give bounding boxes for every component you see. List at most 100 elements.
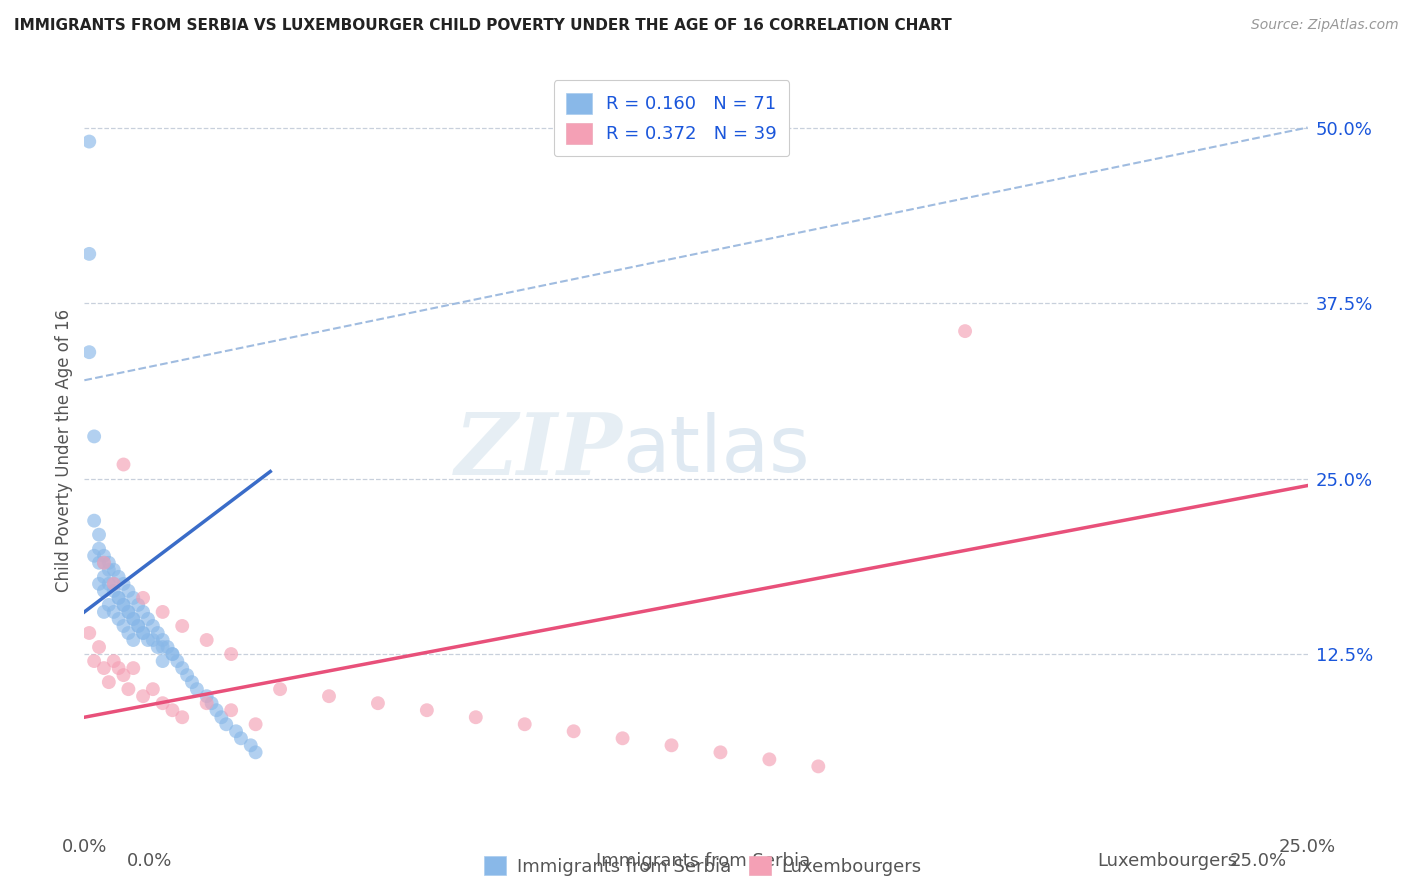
Point	[132, 626, 155, 640]
Point	[117, 583, 139, 598]
Point	[112, 577, 135, 591]
Point	[205, 703, 228, 717]
Point	[200, 696, 222, 710]
Text: 0.0%: 0.0%	[127, 852, 172, 870]
Point	[97, 598, 120, 612]
Point	[953, 324, 976, 338]
Point	[87, 577, 110, 591]
Point	[136, 633, 159, 648]
Point	[112, 458, 135, 472]
Point	[117, 682, 139, 697]
Point	[93, 556, 115, 570]
Legend: Immigrants from Serbia, Luxembourgers: Immigrants from Serbia, Luxembourgers	[477, 849, 929, 883]
Point	[87, 640, 110, 654]
Text: ZIP: ZIP	[454, 409, 623, 492]
Point	[93, 661, 115, 675]
Text: 25.0%: 25.0%	[1229, 852, 1286, 870]
Point	[562, 724, 585, 739]
Point	[87, 541, 110, 556]
Point	[122, 591, 145, 605]
Point	[132, 626, 155, 640]
Point	[215, 717, 238, 731]
Point	[132, 689, 155, 703]
Point	[77, 626, 100, 640]
Point	[195, 633, 218, 648]
Point	[176, 668, 198, 682]
Point	[127, 619, 149, 633]
Point	[122, 633, 145, 648]
Point	[152, 654, 174, 668]
Text: atlas: atlas	[623, 412, 810, 489]
Point	[77, 345, 100, 359]
Point	[93, 605, 115, 619]
Point	[93, 583, 115, 598]
Point	[152, 633, 174, 648]
Point	[172, 619, 194, 633]
Point	[172, 710, 194, 724]
Point	[127, 619, 149, 633]
Point	[225, 724, 247, 739]
Point	[162, 703, 184, 717]
Point	[87, 556, 110, 570]
Point	[103, 577, 125, 591]
Point	[186, 682, 208, 697]
Point	[97, 556, 120, 570]
Point	[83, 514, 105, 528]
Point	[107, 612, 129, 626]
Point	[132, 591, 155, 605]
Point	[127, 598, 149, 612]
Y-axis label: Child Poverty Under the Age of 16: Child Poverty Under the Age of 16	[55, 309, 73, 592]
Point	[219, 703, 242, 717]
Point	[166, 654, 188, 668]
Point	[318, 689, 340, 703]
Point	[103, 563, 125, 577]
Point	[195, 689, 218, 703]
Point	[152, 696, 174, 710]
Point	[107, 591, 129, 605]
Point	[807, 759, 830, 773]
Point	[219, 647, 242, 661]
Point	[93, 556, 115, 570]
Point	[162, 647, 184, 661]
Text: Immigrants from Serbia: Immigrants from Serbia	[596, 852, 810, 870]
Point	[269, 682, 291, 697]
Point	[367, 696, 389, 710]
Point	[83, 654, 105, 668]
Point	[77, 135, 100, 149]
Point	[142, 633, 165, 648]
Point	[122, 612, 145, 626]
Point	[97, 675, 120, 690]
Point	[209, 710, 232, 724]
Point	[152, 640, 174, 654]
Point	[612, 731, 634, 746]
Point	[103, 583, 125, 598]
Point	[122, 612, 145, 626]
Point	[112, 668, 135, 682]
Point	[103, 605, 125, 619]
Point	[245, 717, 267, 731]
Point	[142, 682, 165, 697]
Text: Source: ZipAtlas.com: Source: ZipAtlas.com	[1251, 18, 1399, 32]
Point	[117, 605, 139, 619]
Point	[107, 661, 129, 675]
Point	[93, 549, 115, 563]
Point	[97, 577, 120, 591]
Point	[152, 605, 174, 619]
Legend: R = 0.160   N = 71, R = 0.372   N = 39: R = 0.160 N = 71, R = 0.372 N = 39	[554, 80, 789, 156]
Point	[172, 661, 194, 675]
Point	[112, 598, 135, 612]
Point	[107, 570, 129, 584]
Point	[77, 247, 100, 261]
Point	[117, 626, 139, 640]
Text: IMMIGRANTS FROM SERBIA VS LUXEMBOURGER CHILD POVERTY UNDER THE AGE OF 16 CORRELA: IMMIGRANTS FROM SERBIA VS LUXEMBOURGER C…	[14, 18, 952, 33]
Point	[181, 675, 204, 690]
Point	[156, 640, 179, 654]
Point	[132, 605, 155, 619]
Point	[122, 661, 145, 675]
Point	[136, 612, 159, 626]
Point	[661, 739, 683, 753]
Point	[229, 731, 252, 746]
Point	[146, 640, 169, 654]
Point	[758, 752, 780, 766]
Point	[87, 527, 110, 541]
